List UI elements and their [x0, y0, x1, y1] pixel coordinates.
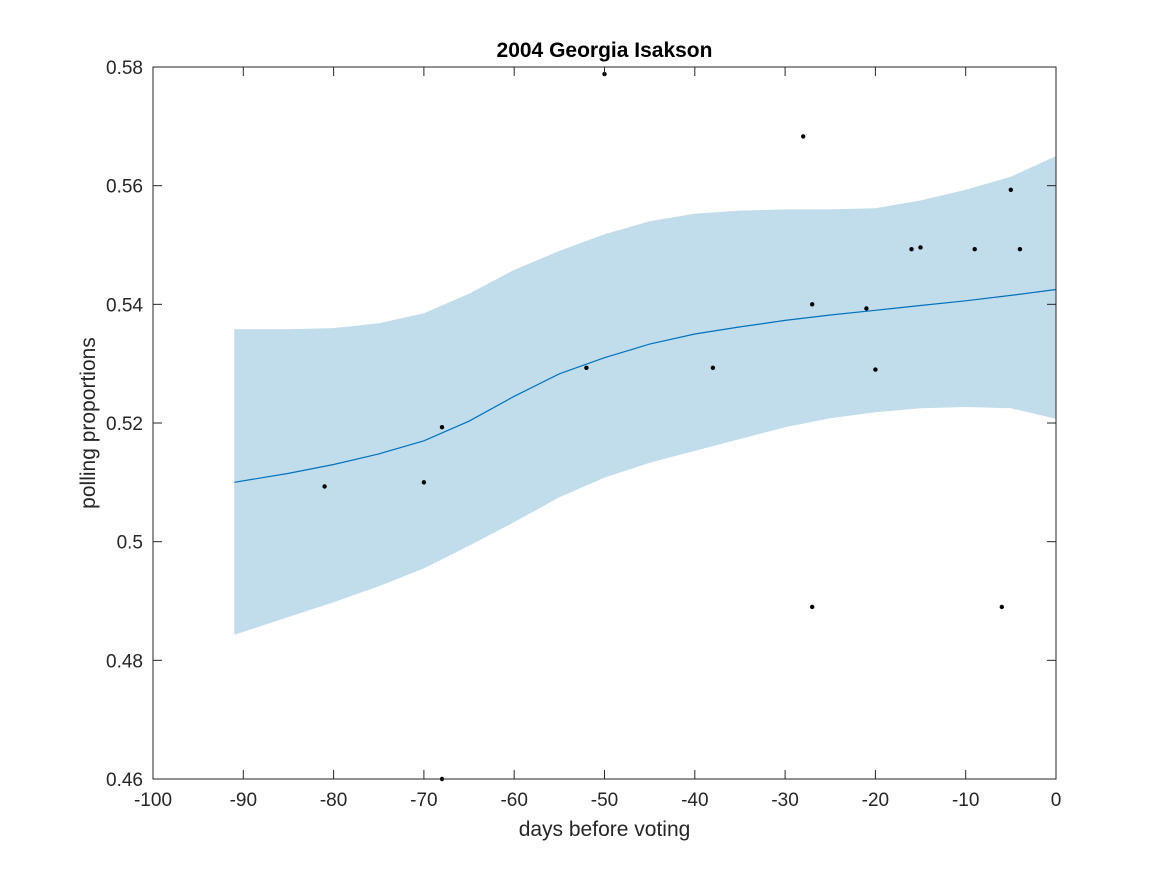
data-point	[972, 247, 977, 252]
data-point	[810, 302, 815, 307]
x-tick-label: 0	[1051, 790, 1062, 811]
chart-title: 2004 Georgia Isakson	[497, 39, 713, 62]
data-point	[999, 604, 1004, 610]
data-point	[909, 247, 914, 252]
x-ticks: -100 -90 -80 -70 -60 -50 -40 -30 -20 -10 0	[134, 67, 1061, 811]
data-point	[873, 367, 878, 372]
y-tick-label: 0.5	[117, 533, 143, 554]
data-point	[1008, 187, 1013, 192]
x-tick-label: -20	[862, 790, 889, 811]
data-point	[421, 480, 427, 485]
data-point	[584, 365, 589, 370]
data-point	[1017, 247, 1023, 252]
data-point	[439, 425, 445, 430]
fit-line	[234, 288, 1057, 483]
y-axis-label: polling proportions	[77, 337, 100, 509]
x-tick-label: -30	[771, 790, 798, 811]
y-tick-label: 0.54	[106, 295, 143, 316]
x-tick-label: -50	[591, 790, 618, 811]
y-tick-label: 0.58	[106, 58, 143, 79]
x-tick-label: -70	[410, 790, 437, 811]
data-point	[864, 306, 869, 311]
confidence-band	[234, 156, 1057, 635]
x-tick-label: -10	[952, 790, 979, 811]
data-points-layer	[322, 71, 1023, 782]
x-axis-label: days before voting	[519, 818, 691, 841]
y-tick-label: 0.46	[106, 770, 143, 791]
y-tick-label: 0.48	[106, 651, 143, 672]
y-tick-label: 0.52	[106, 414, 143, 435]
data-point	[710, 365, 716, 370]
y-tick-label: 0.56	[106, 177, 143, 198]
data-point	[322, 484, 327, 489]
data-point	[810, 604, 815, 610]
x-tick-label: -60	[500, 790, 527, 811]
x-tick-label: -80	[320, 790, 347, 811]
x-tick-label: -40	[681, 790, 708, 811]
confidence-band-layer	[234, 156, 1057, 635]
data-point	[801, 134, 806, 139]
y-ticks: 0.46 0.48 0.5 0.52 0.54 0.56 0.58	[106, 58, 1056, 791]
x-tick-label: -90	[230, 790, 257, 811]
fit-line-layer	[234, 288, 1057, 483]
x-tick-label: -100	[134, 790, 172, 811]
data-point	[918, 245, 923, 250]
